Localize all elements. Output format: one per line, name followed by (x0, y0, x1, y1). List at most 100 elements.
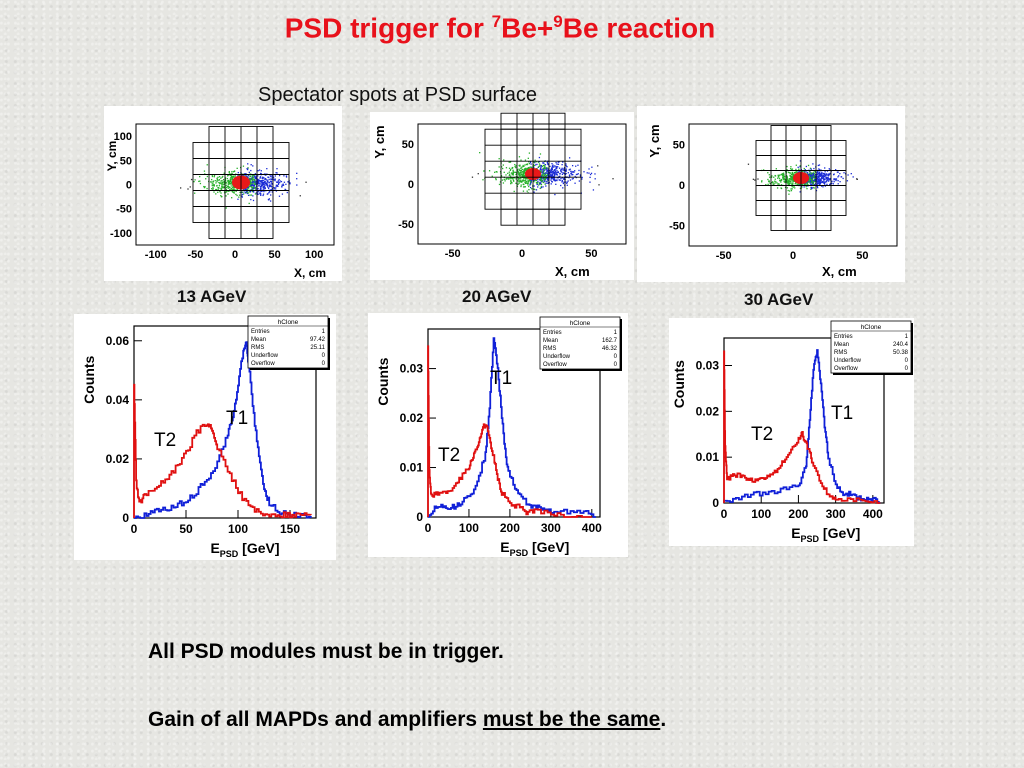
spot-x-tick: 0 (232, 249, 238, 261)
y-tick-label: 0 (712, 496, 719, 510)
series-line-t1 (134, 341, 312, 519)
stats-box: hClone Entries 1 Mean 97.42 RMS 25.11 Underflow… (247, 315, 330, 370)
energy-label-13: 13 AGeV (177, 287, 247, 306)
spot-map-30agev: Y, cm X, cm -50 0 50 50 0 -50 (637, 106, 905, 282)
label-t1: T1 (831, 403, 853, 424)
y-axis-label: Counts (81, 355, 97, 403)
series-line-t2 (723, 350, 881, 504)
stats-key: Overflow (251, 361, 275, 367)
spot-y-tick: 0 (408, 179, 414, 191)
title-text-3: Be reaction (562, 12, 716, 44)
y-tick-label: 0.03 (696, 359, 720, 373)
spot-map-svg: Y, cm X, cm -100 -50 0 50 100 100 50 0 -50 -100 (105, 123, 335, 280)
spot-x-tick: 50 (585, 248, 597, 260)
y-axis-label: Counts (375, 357, 391, 405)
spot-x-tick: 0 (790, 250, 796, 262)
stats-key: RMS (834, 350, 847, 356)
spot-x-tick: 100 (305, 249, 323, 261)
stats-key: Underflow (834, 358, 862, 364)
spot-x-tick: 50 (856, 250, 868, 262)
bullet-gain-period: . (660, 708, 667, 731)
spot-y-tick: 50 (120, 155, 132, 167)
x-tick-label: 50 (179, 522, 193, 536)
y-axis-label: Counts (671, 360, 687, 408)
bullet-trigger: All PSD modules must be in trigger. (148, 640, 504, 663)
spot-x-tick: -100 (145, 249, 167, 261)
spot-frame (417, 123, 627, 245)
label-t1: T1 (490, 368, 512, 389)
spot-x-axis-label: X, cm (822, 264, 857, 279)
spot-y-axis-label: Y, cm (105, 141, 119, 172)
series-line-t2 (427, 345, 592, 518)
y-tick-label: 0 (122, 511, 129, 525)
x-tick-label: 150 (280, 522, 300, 536)
bullet-gain-text: Gain of all MAPDs and amplifiers (148, 708, 483, 731)
y-tick-label: 0.06 (106, 334, 130, 348)
stats-value: 0 (905, 358, 909, 364)
energy-histogram-20agev: 0 0.01 0.02 0.03 0 100 200 300 400 Counts EPSD [Ge… (368, 313, 628, 557)
stats-value: 1 (614, 330, 618, 336)
stats-title: hClone (861, 324, 882, 331)
stats-value: 50.38 (893, 350, 909, 356)
psd-module-grid (192, 126, 290, 239)
energy-label-30: 30 AGeV (744, 290, 814, 309)
psd-module-grid (484, 112, 582, 226)
spot-map-20agev: Y, cm X, cm -50 0 50 50 0 -50 (370, 112, 634, 280)
x-tick-label: 300 (541, 521, 561, 535)
spot-x-tick: -50 (187, 249, 203, 261)
label-t1: T1 (226, 408, 248, 429)
title-superscript-1: 7 (491, 12, 502, 31)
stats-key: Mean (834, 342, 849, 348)
stats-value: 240.4 (893, 342, 909, 348)
y-tick-label: 0.01 (400, 461, 424, 475)
x-axis-label: EPSD [GeV] (500, 539, 569, 557)
stats-title: hClone (570, 320, 591, 327)
stats-key: RMS (543, 346, 556, 352)
stats-key: Mean (251, 337, 266, 343)
stats-box: hClone Entries 1 Mean 240.4 RMS 50.38 Underflow… (830, 320, 913, 375)
spot-x-tick: 50 (268, 249, 280, 261)
y-tick-label: 0.02 (106, 452, 130, 466)
spot-map-svg: Y, cm X, cm -50 0 50 50 0 -50 (647, 123, 898, 279)
stats-key: Underflow (543, 354, 571, 360)
stats-key: Overflow (834, 366, 858, 372)
stats-title: hClone (278, 319, 299, 326)
x-tick-label: 0 (721, 507, 728, 521)
spot-y-tick: -100 (110, 228, 132, 240)
spot-y-tick: 0 (126, 180, 132, 192)
stats-value: 97.42 (310, 337, 326, 343)
energy-histogram-30agev: 0 0.01 0.02 0.03 0 100 200 300 400 Counts EPSD [Ge… (669, 318, 914, 546)
label-t2: T2 (438, 445, 460, 466)
x-tick-label: 400 (582, 521, 602, 535)
energy-histogram-13agev: 0 0.02 0.04 0.06 0 50 100 150 Counts EPSD [GeV] T1… (74, 314, 336, 560)
stats-value: 1 (905, 334, 909, 340)
spot-y-tick: -50 (398, 219, 414, 231)
stats-value: 25.11 (310, 345, 325, 351)
label-t2: T2 (154, 430, 176, 451)
spot-y-tick: 0 (679, 180, 685, 192)
series-line-t1 (427, 337, 596, 518)
y-tick-label: 0.02 (400, 411, 424, 425)
psd-module-grid (755, 125, 847, 231)
x-tick-label: 100 (459, 521, 479, 535)
bullet-gain-emphasis: must be the same (482, 708, 661, 731)
spot-x-axis-label: X, cm (294, 266, 326, 280)
spot-y-axis-label: Y, cm (647, 124, 662, 157)
title-text: PSD trigger for (284, 12, 492, 44)
stats-value: 0 (322, 353, 326, 359)
stats-key: Mean (543, 338, 558, 344)
stats-value: 0 (614, 362, 618, 368)
spot-x-axis-label: X, cm (555, 264, 590, 279)
y-tick-label: 0.03 (400, 362, 424, 376)
x-tick-label: 200 (500, 521, 520, 535)
series-line-t2 (133, 383, 312, 519)
stats-key: Underflow (251, 353, 279, 359)
x-axis-label: EPSD [GeV] (791, 525, 860, 544)
spot-frame (688, 123, 898, 247)
spot-map-13agev: Y, cm X, cm -100 -50 0 50 100 100 50 0 -50 -100 (104, 106, 342, 281)
spot-x-tick: -50 (716, 250, 732, 262)
stats-value: 46.32 (602, 346, 618, 352)
stats-value: 1 (322, 329, 326, 335)
energy-label-20: 20 AGeV (462, 287, 532, 306)
